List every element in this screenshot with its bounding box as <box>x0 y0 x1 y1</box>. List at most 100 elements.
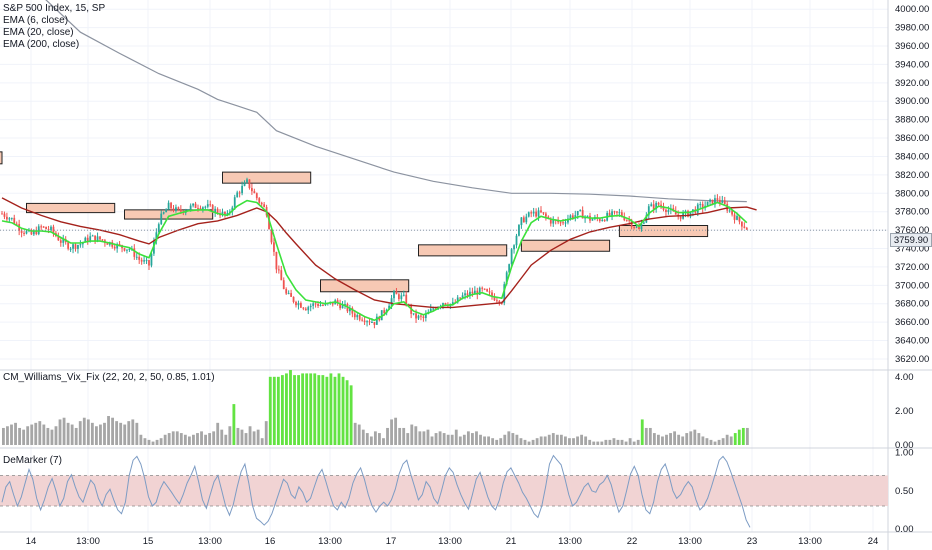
price-axis[interactable]: 4000.00 3980.00 3960.00 3940.00 3920.00 3900.… <box>895 4 929 365</box>
demarker-axis[interactable]: 1.00 0.50 0.00 <box>895 448 914 535</box>
candle-body <box>417 315 420 319</box>
vix-bar <box>705 438 709 445</box>
time-tick-label: 13:00 <box>318 536 342 547</box>
candle-body <box>736 216 738 220</box>
candle-body <box>30 229 33 235</box>
ema6-line <box>1 199 748 322</box>
vix-bar <box>70 424 74 445</box>
vix-bar <box>196 433 199 445</box>
candle-body <box>270 229 273 243</box>
vix-bar <box>147 439 151 445</box>
candle-body <box>738 216 741 222</box>
zone-box[interactable] <box>124 209 214 220</box>
candle-body <box>13 217 16 224</box>
vix-bar <box>333 376 337 445</box>
vix-bar <box>584 436 588 445</box>
candle-body <box>35 230 38 235</box>
vix-bar <box>297 375 300 445</box>
vix-bar <box>479 434 482 445</box>
candle-body <box>535 211 537 217</box>
candle-body <box>148 260 150 266</box>
candle-body <box>371 321 373 323</box>
candle-body <box>545 213 547 217</box>
vix-bar <box>127 421 131 445</box>
candle-body <box>422 316 425 319</box>
candle-body <box>62 239 65 243</box>
candle-body <box>380 310 383 321</box>
candle-body <box>493 296 496 301</box>
vix-bar <box>657 434 660 445</box>
vix-bar <box>414 426 418 445</box>
vix-bar <box>86 419 90 445</box>
candle-body <box>167 202 170 210</box>
candle-body <box>486 289 488 292</box>
vix-bar <box>519 438 523 445</box>
vix-bar <box>547 434 551 445</box>
candle-body <box>549 218 552 224</box>
vix-bar <box>212 431 216 445</box>
zone-box[interactable] <box>618 224 709 238</box>
candle-body <box>618 212 621 214</box>
candle-body <box>456 297 459 303</box>
vix-bar <box>729 436 733 445</box>
price-tick-label: 3620.00 <box>895 354 929 365</box>
vix-bar <box>50 429 54 445</box>
price-tick-label: 3680.00 <box>895 299 929 310</box>
candle-body <box>260 202 263 205</box>
zone-box[interactable] <box>26 202 116 214</box>
candle-body <box>280 270 283 281</box>
vix-bar <box>26 426 30 445</box>
candle-body <box>224 211 226 215</box>
candle-body <box>559 222 562 224</box>
candle-body <box>40 226 43 228</box>
vix-bar <box>721 438 725 445</box>
vix-bar <box>285 373 288 445</box>
vix-bar <box>192 434 195 445</box>
zone-box[interactable] <box>418 244 508 257</box>
candle-body <box>231 207 234 212</box>
price-tick-label: 3660.00 <box>895 317 929 328</box>
candle-body <box>498 300 501 303</box>
vix-bar <box>410 424 414 445</box>
vix-axis[interactable]: 4.00 2.00 0.00 <box>895 372 914 451</box>
vix-bar <box>648 427 652 445</box>
vix-bar <box>592 441 596 445</box>
vix-bar <box>216 422 220 445</box>
vix-bar <box>454 429 458 445</box>
vix-bar <box>713 441 717 445</box>
zone-box[interactable] <box>320 279 410 293</box>
candle-body <box>476 290 479 295</box>
candle-body <box>52 226 55 233</box>
candle-body <box>478 287 481 295</box>
candle-body <box>45 226 47 230</box>
candle-body <box>466 293 469 296</box>
vix-bar <box>252 431 256 445</box>
vix-bar <box>580 434 584 445</box>
candle-body <box>665 209 667 213</box>
vix-bar <box>357 424 361 445</box>
candle-body <box>42 226 45 228</box>
candle-body <box>640 223 643 230</box>
candle-body <box>701 204 704 208</box>
candle-body <box>505 272 508 285</box>
candle-body <box>576 211 579 216</box>
vix-bar <box>272 376 276 445</box>
candle-body <box>655 202 658 210</box>
vix-bars <box>2 370 749 445</box>
zone-box[interactable] <box>520 239 611 252</box>
candle-body <box>74 244 77 249</box>
grid <box>0 0 888 532</box>
zone-box[interactable] <box>222 171 312 184</box>
vix-bar <box>462 434 466 445</box>
candle-body <box>175 207 177 211</box>
time-axis[interactable]: 14 13:00 15 13:00 16 13:00 17 13:00 21 13:00 22 13:… <box>26 536 879 547</box>
candle-body <box>591 219 594 221</box>
vix-bar <box>58 419 62 445</box>
time-tick-label: 13:00 <box>438 536 462 547</box>
vix-bar <box>204 434 207 445</box>
zone-box[interactable] <box>0 151 3 165</box>
candle-body <box>562 222 564 224</box>
candle-body <box>375 316 378 325</box>
candle-body <box>657 202 660 205</box>
